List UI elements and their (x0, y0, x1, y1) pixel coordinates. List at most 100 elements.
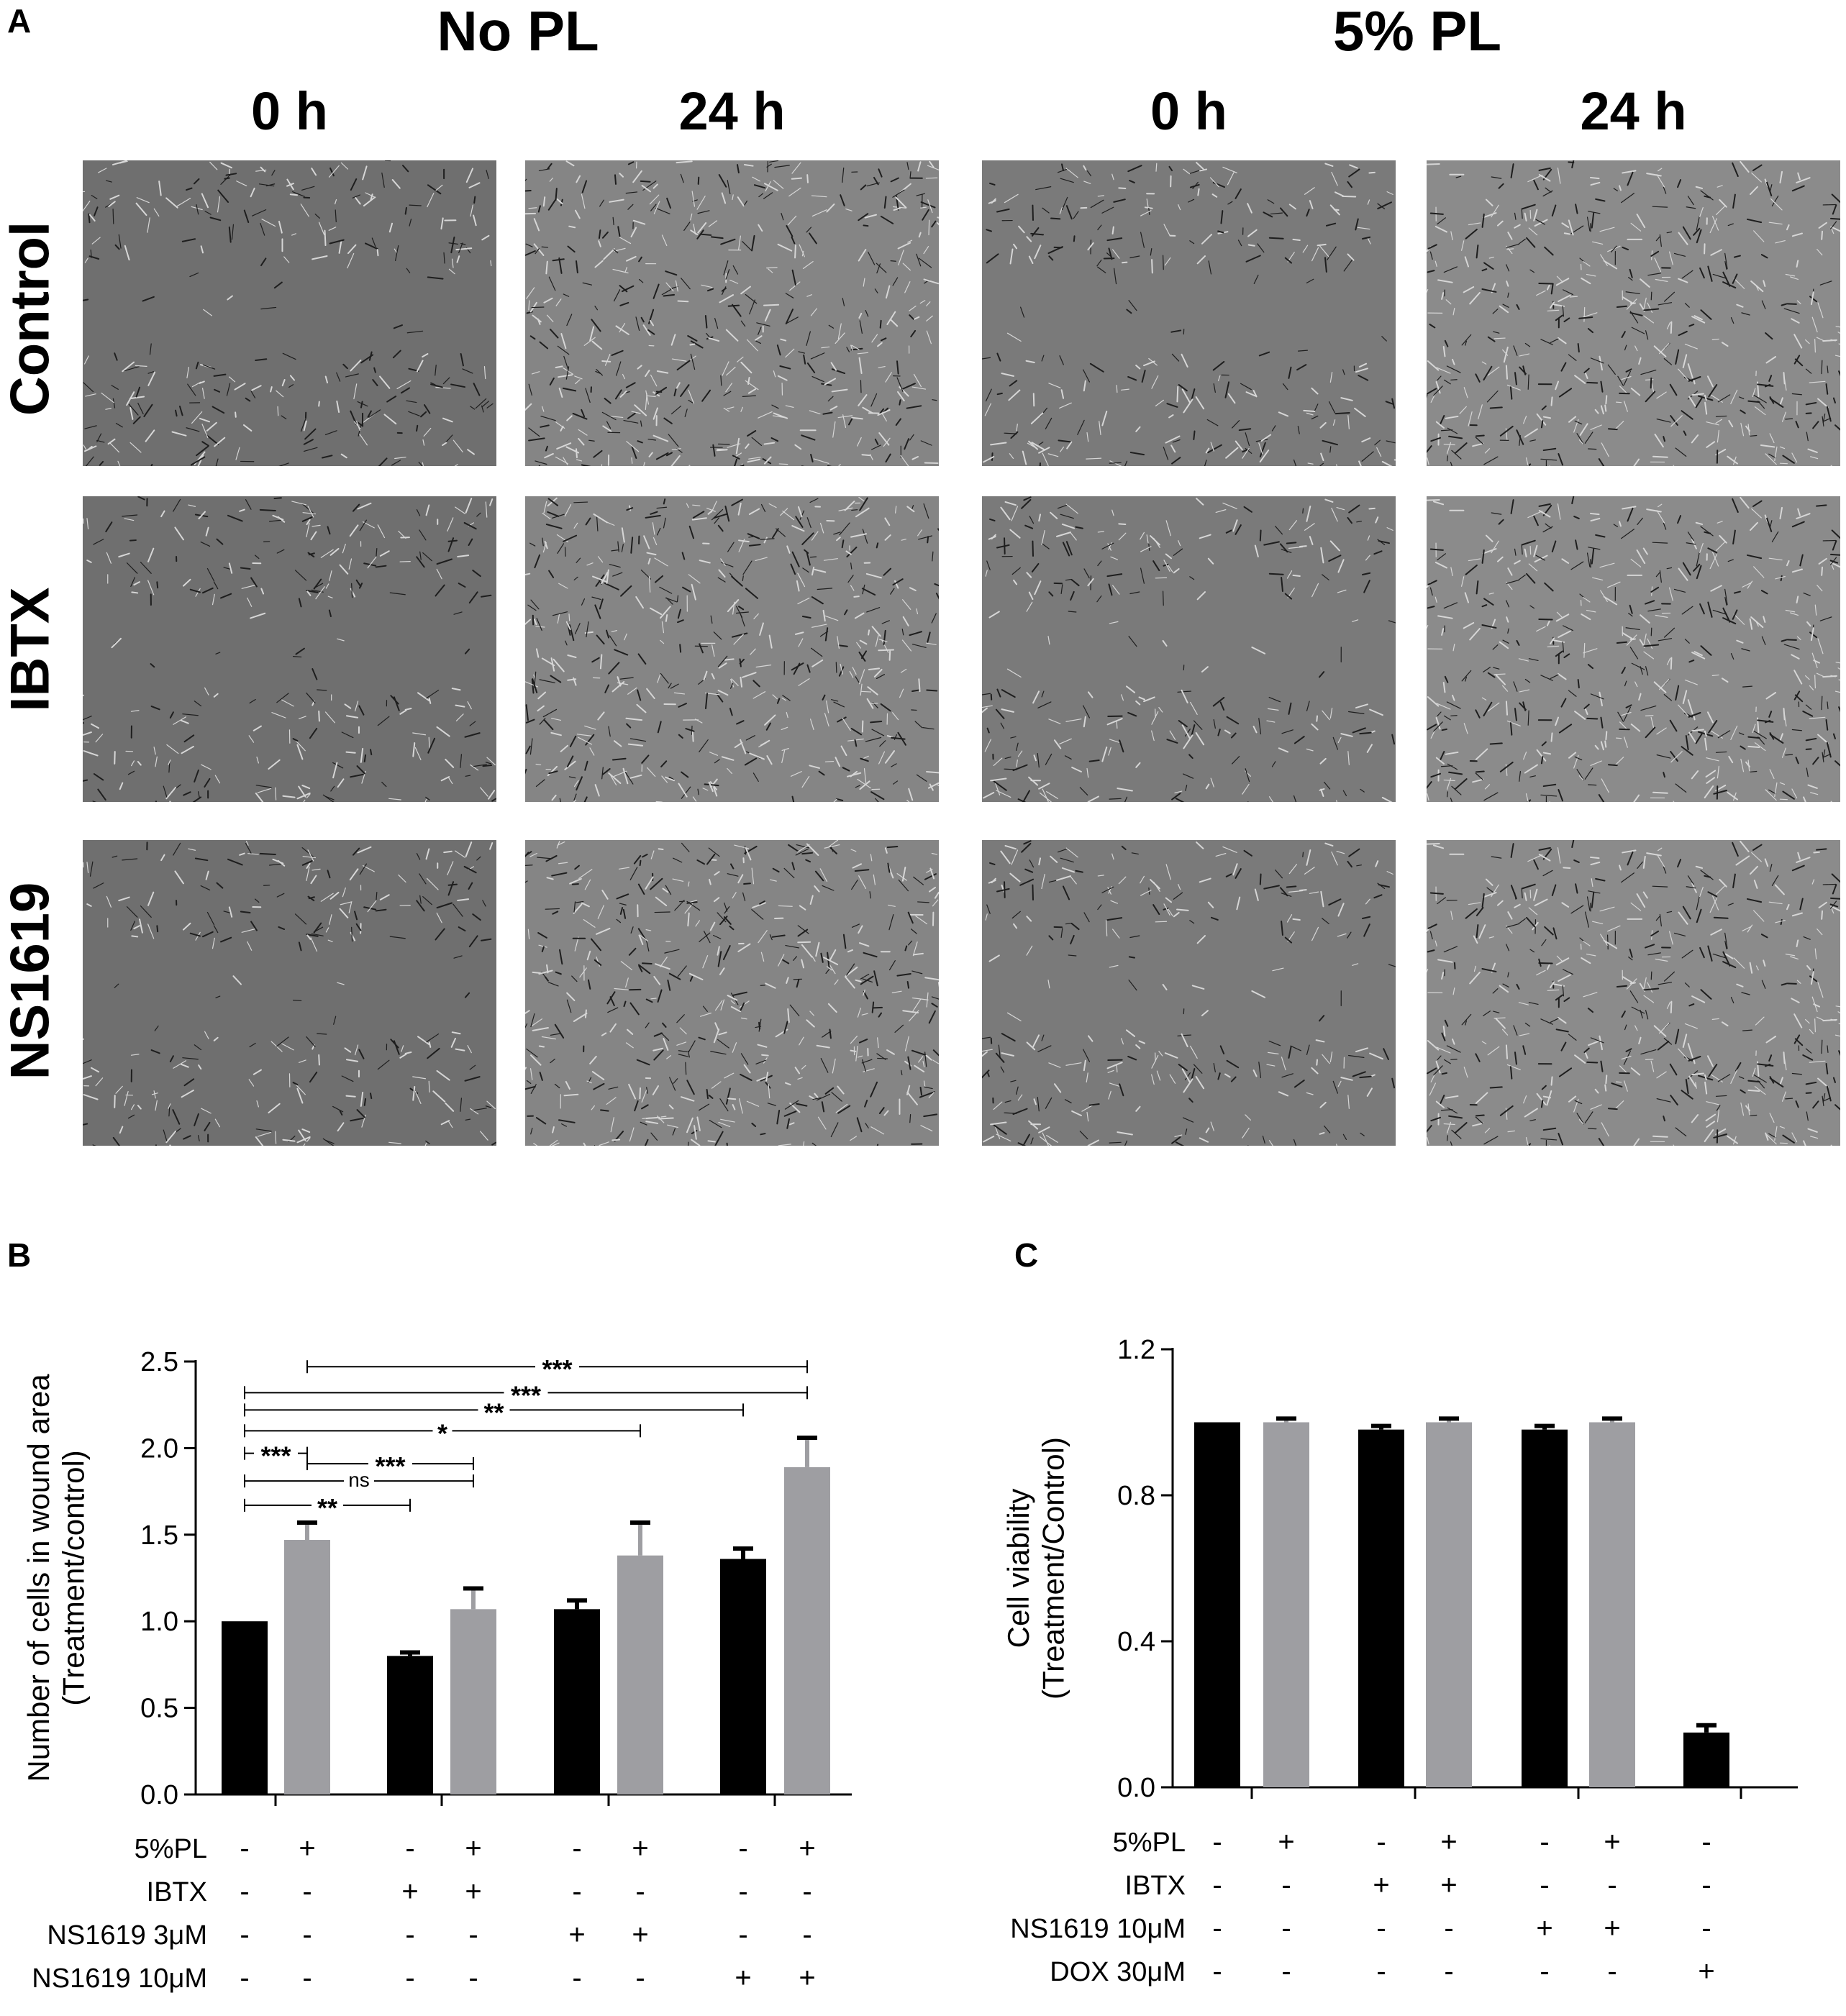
row-label-ns1619: NS1619 (0, 882, 61, 1080)
chart-c-treatment-sign: - (1444, 1912, 1453, 1944)
chart-b-treatment-sign: + (401, 1876, 418, 1907)
chart-c-treatment-sign: + (1604, 1826, 1620, 1858)
micrograph-control-pl-0h (982, 160, 1396, 466)
chart-c-bar-4 (1426, 1422, 1472, 1787)
chart-b-treatment-sign: - (302, 1876, 312, 1907)
chart-b-sig-label: * (437, 1418, 447, 1448)
chart-c-y-tick-label: 0.8 (1117, 1481, 1155, 1511)
chart-b-bar-6 (617, 1555, 663, 1794)
chart-c-treatment-sign: - (1212, 1912, 1222, 1944)
micrograph-control-nopl-0h (83, 160, 496, 466)
chart-c-treatment-sign: - (1376, 1956, 1386, 1987)
chart-b-sig-label-bg (254, 1443, 298, 1464)
chart-b-sig-label-bg (504, 1382, 548, 1403)
chart-b-bar-7 (720, 1559, 766, 1794)
chart-c-treatment-label: 5%PL (1113, 1828, 1186, 1858)
chart-b-sig-label: ** (317, 1493, 337, 1523)
chart-c-treatment-sign: - (1444, 1956, 1453, 1987)
chart-c-treatment-sign: - (1540, 1956, 1549, 1987)
chart-c-treatment-label: DOX 30μM (1050, 1957, 1186, 1987)
chart-c-treatment-sign: + (1373, 1869, 1389, 1901)
chart-c-treatment-sign: - (1701, 1826, 1711, 1858)
chart-b-treatment-sign: - (405, 1962, 414, 1994)
chart-b-treatment-label: IBTX (147, 1877, 207, 1907)
chart-c-treatment-sign: + (1536, 1912, 1552, 1944)
chart-b-treatment-sign: - (738, 1919, 747, 1951)
chart-b-treatment-sign: - (468, 1919, 478, 1951)
chart-b-treatment-label: 5%PL (135, 1834, 207, 1864)
chart-c-y-tick-label: 0.0 (1117, 1773, 1155, 1803)
row-label-control: Control (0, 221, 61, 416)
chart-c-y-tick-label: 0.4 (1117, 1627, 1155, 1657)
chart-b-sig-label: *** (260, 1441, 291, 1471)
chart-b-bar-8 (784, 1467, 830, 1794)
chart-b-treatment-sign: - (240, 1919, 249, 1951)
panel-b-letter: B (7, 1236, 32, 1274)
chart-b-sig-label-bg (432, 1420, 453, 1441)
micrograph-ibtx-pl-0h (982, 496, 1396, 802)
chart-b-treatment-sign: + (799, 1962, 815, 1994)
time-label-pl-24h: 24 h (1580, 81, 1687, 141)
chart-c-bar-6 (1589, 1422, 1635, 1787)
chart-b-treatment-sign: - (405, 1919, 414, 1951)
chart-b-treatment-sign: - (635, 1876, 645, 1907)
chart-b-treatment-sign: + (799, 1833, 815, 1864)
chart-b-treatment-sign: + (465, 1833, 481, 1864)
chart-c-y-axis-label: Cell viability(Treatment/Control) (1001, 1437, 1070, 1700)
row-label-ibtx: IBTX (0, 587, 61, 712)
time-label-nopl-0h: 0 h (251, 81, 328, 141)
chart-c-bar-1 (1194, 1422, 1240, 1787)
time-label-pl-0h: 0 h (1150, 81, 1227, 141)
chart-b-wound-cells: 0.0 0.5 1.0 1.5 2.0 2.5 Number of cells in wou… (22, 1347, 852, 1994)
micrograph-control-nopl-24h (525, 160, 939, 466)
micrograph-ibtx-nopl-24h (525, 496, 939, 802)
chart-c-cell-viability: 0.0 0.4 0.8 1.2 Cell viability(Treatment/Con… (1001, 1335, 1798, 1987)
chart-c-treatment-sign: - (1607, 1956, 1617, 1987)
chart-b-treatment-sign: - (240, 1833, 249, 1864)
chart-b-treatment-sign: + (735, 1962, 751, 1994)
chart-c-y-tick-label: 1.2 (1117, 1335, 1155, 1365)
chart-c-treatment-sign: - (1212, 1869, 1222, 1901)
chart-b-bar-1 (222, 1621, 268, 1794)
chart-b-treatment-sign: + (465, 1876, 481, 1907)
condition-title-5pct-pl: 5% PL (1332, 0, 1502, 63)
chart-b-sig-label: *** (511, 1380, 541, 1410)
chart-b-y-tick-label: 1.0 (140, 1607, 178, 1637)
chart-b-treatment-sign: - (240, 1962, 249, 1994)
chart-b-treatment-sign: - (738, 1833, 747, 1864)
chart-b-treatment-sign: - (802, 1876, 811, 1907)
chart-b-sig-label-bg (535, 1356, 579, 1377)
chart-c-treatment-sign: + (1440, 1826, 1457, 1858)
chart-b-sig-label: ** (483, 1397, 504, 1427)
time-label-nopl-24h: 24 h (678, 81, 786, 141)
chart-b-treatment-sign: - (240, 1876, 249, 1907)
chart-b-treatment-sign: + (299, 1833, 315, 1864)
panel-c-letter: C (1014, 1236, 1039, 1274)
chart-c-treatment-sign: - (1701, 1912, 1711, 1944)
chart-b-y-tick-label: 0.5 (140, 1694, 178, 1724)
chart-b-treatment-sign: - (738, 1876, 747, 1907)
chart-b-y-tick-label: 2.0 (140, 1433, 178, 1464)
chart-b-treatment-sign: - (635, 1962, 645, 1994)
condition-title-no-pl: No PL (437, 0, 599, 63)
chart-c-bar-5 (1522, 1429, 1568, 1787)
chart-b-sig-label: *** (542, 1354, 572, 1384)
chart-c-treatment-label: IBTX (1125, 1871, 1186, 1901)
chart-b-treatment-sign: - (802, 1919, 811, 1951)
chart-b-sig-label-bg (368, 1454, 412, 1474)
chart-c-treatment-sign: + (1604, 1912, 1620, 1944)
chart-b-treatment-sign: + (632, 1919, 648, 1951)
micrograph-ns1619-pl-0h (982, 840, 1396, 1146)
chart-b-treatment-label: NS1619 3μM (47, 1920, 207, 1951)
chart-b-treatment-sign: - (302, 1962, 312, 1994)
chart-b-treatment-sign: - (302, 1919, 312, 1951)
chart-b-treatment-sign: + (632, 1833, 648, 1864)
chart-b-bar-5 (554, 1609, 600, 1794)
chart-b-treatment-sign: + (568, 1919, 585, 1951)
chart-c-treatment-label: NS1619 10μM (1010, 1914, 1186, 1944)
chart-b-y-axis-label: Number of cells in wound area(Treatment/… (22, 1374, 90, 1782)
chart-c-treatment-sign: - (1540, 1826, 1549, 1858)
chart-c-treatment-sign: - (1376, 1826, 1386, 1858)
chart-b-sig-label-bg (312, 1495, 343, 1515)
chart-c-treatment-sign: + (1698, 1956, 1714, 1987)
